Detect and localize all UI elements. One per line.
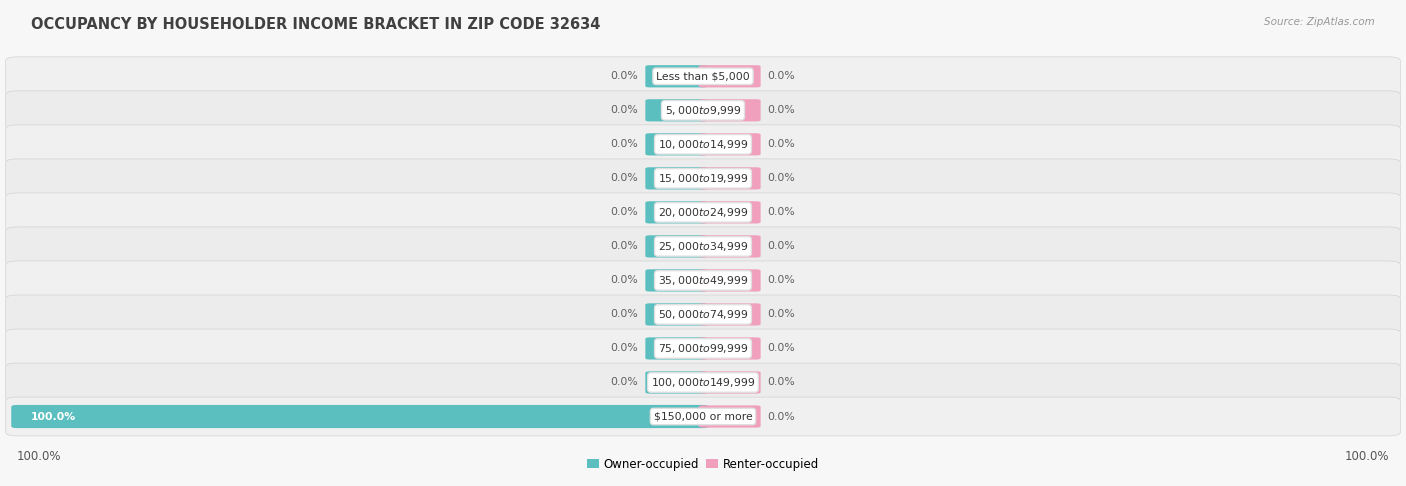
FancyBboxPatch shape: [699, 99, 761, 122]
FancyBboxPatch shape: [699, 303, 761, 326]
Text: 0.0%: 0.0%: [768, 378, 796, 387]
Text: 0.0%: 0.0%: [610, 310, 638, 319]
FancyBboxPatch shape: [645, 99, 707, 122]
FancyBboxPatch shape: [6, 57, 1400, 96]
FancyBboxPatch shape: [6, 295, 1400, 334]
Text: 100.0%: 100.0%: [1344, 450, 1389, 463]
Text: $35,000 to $49,999: $35,000 to $49,999: [658, 274, 748, 287]
Text: $20,000 to $24,999: $20,000 to $24,999: [658, 206, 748, 219]
Text: 0.0%: 0.0%: [610, 71, 638, 81]
FancyBboxPatch shape: [645, 269, 707, 292]
FancyBboxPatch shape: [699, 405, 761, 428]
Text: $5,000 to $9,999: $5,000 to $9,999: [665, 104, 741, 117]
FancyBboxPatch shape: [645, 371, 707, 394]
FancyBboxPatch shape: [6, 363, 1400, 402]
FancyBboxPatch shape: [699, 167, 761, 190]
FancyBboxPatch shape: [699, 133, 761, 156]
FancyBboxPatch shape: [645, 201, 707, 224]
Text: 0.0%: 0.0%: [768, 139, 796, 149]
Text: 0.0%: 0.0%: [610, 174, 638, 183]
Text: 0.0%: 0.0%: [768, 174, 796, 183]
Legend: Owner-occupied, Renter-occupied: Owner-occupied, Renter-occupied: [582, 453, 824, 475]
FancyBboxPatch shape: [6, 91, 1400, 130]
FancyBboxPatch shape: [6, 227, 1400, 266]
FancyBboxPatch shape: [699, 201, 761, 224]
Text: $25,000 to $34,999: $25,000 to $34,999: [658, 240, 748, 253]
Text: 0.0%: 0.0%: [610, 378, 638, 387]
FancyBboxPatch shape: [699, 65, 761, 87]
FancyBboxPatch shape: [6, 193, 1400, 232]
Text: 0.0%: 0.0%: [610, 208, 638, 217]
Text: 0.0%: 0.0%: [610, 105, 638, 115]
Text: OCCUPANCY BY HOUSEHOLDER INCOME BRACKET IN ZIP CODE 32634: OCCUPANCY BY HOUSEHOLDER INCOME BRACKET …: [31, 17, 600, 32]
FancyBboxPatch shape: [6, 125, 1400, 164]
Text: Less than $5,000: Less than $5,000: [657, 71, 749, 81]
Text: 0.0%: 0.0%: [768, 208, 796, 217]
Text: 0.0%: 0.0%: [768, 310, 796, 319]
FancyBboxPatch shape: [699, 269, 761, 292]
Text: 100.0%: 100.0%: [31, 412, 76, 421]
FancyBboxPatch shape: [645, 303, 707, 326]
Text: $150,000 or more: $150,000 or more: [654, 412, 752, 421]
Text: $100,000 to $149,999: $100,000 to $149,999: [651, 376, 755, 389]
Text: 0.0%: 0.0%: [768, 344, 796, 353]
Text: 100.0%: 100.0%: [17, 450, 62, 463]
Text: 0.0%: 0.0%: [768, 242, 796, 251]
FancyBboxPatch shape: [645, 133, 707, 156]
FancyBboxPatch shape: [645, 337, 707, 360]
Text: 0.0%: 0.0%: [768, 276, 796, 285]
Text: 0.0%: 0.0%: [768, 105, 796, 115]
FancyBboxPatch shape: [645, 167, 707, 190]
Text: Source: ZipAtlas.com: Source: ZipAtlas.com: [1264, 17, 1375, 27]
FancyBboxPatch shape: [6, 329, 1400, 368]
FancyBboxPatch shape: [699, 337, 761, 360]
FancyBboxPatch shape: [11, 405, 709, 428]
Text: 0.0%: 0.0%: [610, 139, 638, 149]
FancyBboxPatch shape: [6, 397, 1400, 436]
FancyBboxPatch shape: [645, 235, 707, 258]
Text: 0.0%: 0.0%: [610, 276, 638, 285]
FancyBboxPatch shape: [699, 235, 761, 258]
FancyBboxPatch shape: [645, 65, 707, 87]
FancyBboxPatch shape: [6, 261, 1400, 300]
Text: 0.0%: 0.0%: [610, 344, 638, 353]
Text: $50,000 to $74,999: $50,000 to $74,999: [658, 308, 748, 321]
Text: 0.0%: 0.0%: [768, 71, 796, 81]
Text: $10,000 to $14,999: $10,000 to $14,999: [658, 138, 748, 151]
Text: $15,000 to $19,999: $15,000 to $19,999: [658, 172, 748, 185]
FancyBboxPatch shape: [699, 371, 761, 394]
Text: 0.0%: 0.0%: [768, 412, 796, 421]
Text: 0.0%: 0.0%: [610, 242, 638, 251]
Text: $75,000 to $99,999: $75,000 to $99,999: [658, 342, 748, 355]
FancyBboxPatch shape: [6, 159, 1400, 198]
